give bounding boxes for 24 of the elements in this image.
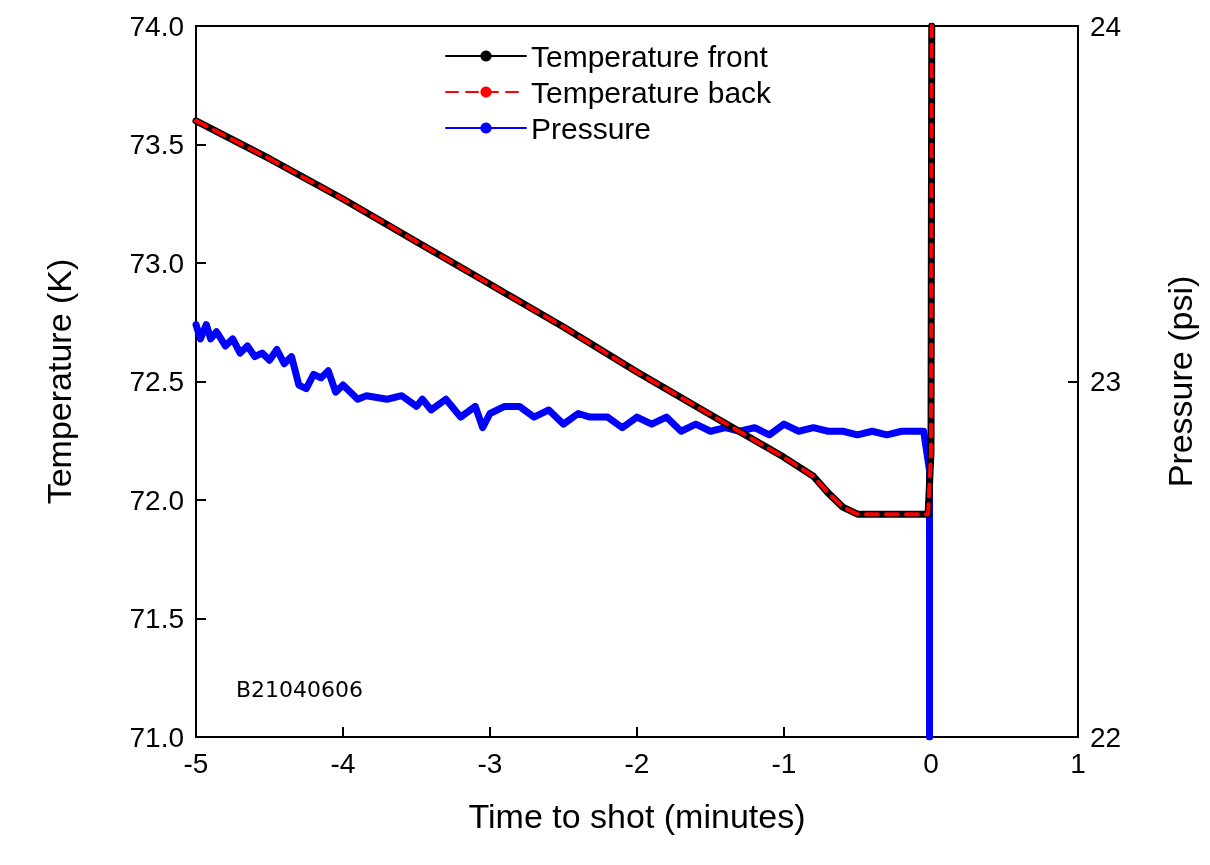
y-tick-label: 73.5 xyxy=(129,129,184,160)
y2-tick-label: 23 xyxy=(1090,366,1122,397)
y-tick-label: 72.0 xyxy=(129,484,184,516)
y-tick-label: 72.5 xyxy=(129,366,184,397)
annotation: B21040606 xyxy=(236,676,364,702)
legend-label: Pressure xyxy=(531,111,652,145)
x-axis-title: Time to shot (minutes) xyxy=(468,797,806,835)
x-tick-label: -1 xyxy=(771,747,797,779)
y2-axis-title: Pressure (psi) xyxy=(1161,275,1199,488)
x-tick-label: 0 xyxy=(923,747,939,779)
legend-label: Temperature front xyxy=(531,39,769,73)
y2-tick-label: 22 xyxy=(1090,721,1122,753)
legend-label: Temperature back xyxy=(531,75,773,109)
x-tick-label: -4 xyxy=(330,747,356,779)
y-tick-label: 71.5 xyxy=(129,603,184,634)
x-tick-label: -3 xyxy=(477,747,503,779)
y-tick-label: 73.0 xyxy=(129,247,184,279)
y-tick-label: 74.0 xyxy=(129,10,184,42)
y2-tick-label: 24 xyxy=(1090,10,1122,42)
y-tick-label: 71.0 xyxy=(129,721,184,753)
x-tick-label: -5 xyxy=(183,747,209,779)
x-tick-label: 1 xyxy=(1070,747,1086,779)
x-tick-label: -2 xyxy=(624,747,650,779)
y-axis-title: Temperature (K) xyxy=(40,258,78,505)
